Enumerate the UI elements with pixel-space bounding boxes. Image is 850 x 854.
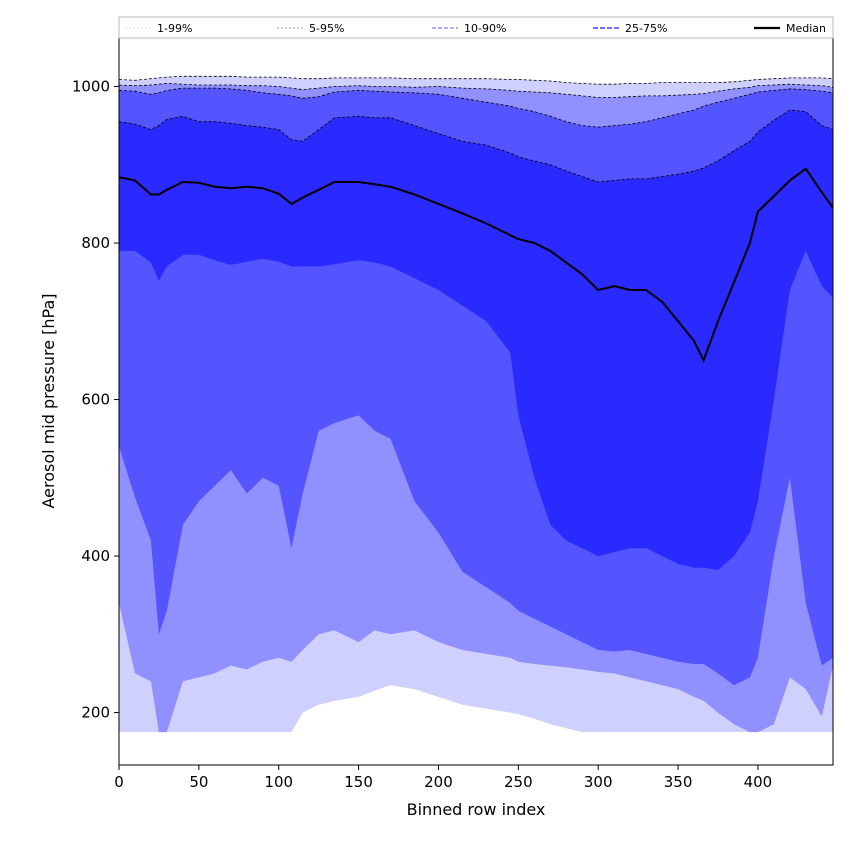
- legend-label-3: 25-75%: [625, 22, 667, 35]
- legend-label-2: 10-90%: [464, 22, 506, 35]
- x-axis: 0 50 100 150 200 250 300 350 400: [114, 765, 772, 791]
- x-tick-label: 350: [664, 773, 693, 791]
- x-tick-label: 300: [584, 773, 613, 791]
- x-tick-label: 250: [504, 773, 533, 791]
- x-tick-label: 50: [189, 773, 208, 791]
- y-tick-label: 600: [81, 391, 110, 409]
- x-tick-label: 0: [114, 773, 124, 791]
- y-tick-label: 400: [81, 547, 110, 565]
- band-upper-line-1: [118, 82, 834, 98]
- legend-label-4: Median: [786, 22, 826, 35]
- y-tick-label: 1000: [72, 78, 110, 96]
- x-tick-label: 150: [344, 773, 373, 791]
- x-tick-label: 100: [264, 773, 293, 791]
- y-axis-title: Aerosol mid pressure [hPa]: [39, 293, 58, 508]
- y-tick-label: 200: [81, 704, 110, 722]
- band-upper-line-2: [118, 87, 834, 128]
- median-line: [118, 167, 834, 363]
- y-axis: 200 400 600 800 1000: [72, 78, 119, 722]
- legend-frame: [118, 16, 834, 39]
- legend-label-1: 5-95%: [309, 22, 344, 35]
- bands-layer: [119, 76, 833, 733]
- band-upper-line-0: [118, 75, 834, 85]
- x-tick-label: 200: [424, 773, 453, 791]
- x-axis-title: Binned row index: [407, 800, 546, 819]
- band-upper-line-3: [118, 109, 834, 183]
- lines-layer: [118, 75, 834, 363]
- x-tick-label: 400: [744, 773, 773, 791]
- y-tick-label: 800: [81, 234, 110, 252]
- legend-label-0: 1-99%: [157, 22, 192, 35]
- legend: 1-99% 5-95% 10-90% 25-75% Median: [118, 16, 834, 39]
- band-area-3: [119, 110, 833, 571]
